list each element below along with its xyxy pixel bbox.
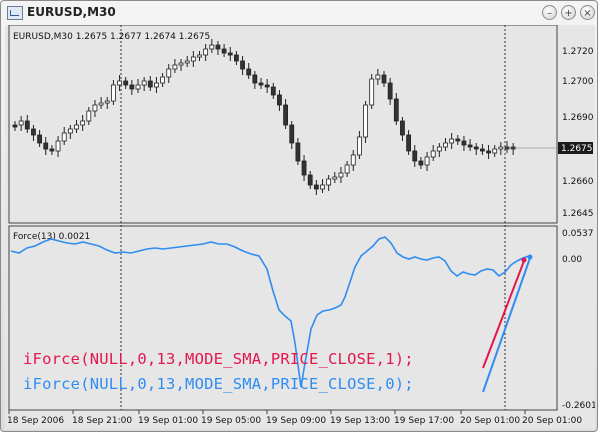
arrow-line1 (482, 260, 525, 369)
arrow-tip-line2 (527, 254, 533, 260)
maximize-button[interactable]: + (561, 5, 576, 20)
minimize-button[interactable]: – (542, 5, 557, 20)
indicator-header: Force(13) 0.0021 (13, 232, 90, 242)
time-label-1: 18 Sep 21:00 (72, 416, 132, 426)
indicator-panel (8, 225, 558, 411)
time-label-6: 19 Sep 17:00 (394, 416, 454, 426)
price-label-2: 1.2700 (562, 77, 594, 87)
force-indicator-line (10, 236, 530, 388)
price-label-top: 1.2720 (562, 47, 594, 57)
time-label-0: 18 Sep 2006 (7, 416, 64, 426)
title-bar[interactable]: EURUSD,M30 – + × (1, 1, 597, 25)
price-label-4: 1.2660 (562, 177, 594, 187)
code-line-shift1: iForce(NULL,0,13,MODE_SMA,PRICE_CLOSE,1)… (23, 350, 414, 368)
code-line-shift0: iForce(NULL,0,13,MODE_SMA,PRICE_CLOSE,0)… (23, 375, 414, 393)
window-title: EURUSD,M30 (27, 5, 116, 19)
time-label-4: 19 Sep 09:00 (266, 416, 326, 426)
chart-svg: EURUSD,M30 1.2675 1.2677 1.2674 1.2675 F… (7, 24, 597, 426)
arrow-line2 (482, 257, 531, 393)
price-panel (8, 24, 558, 224)
time-label-3: 19 Sep 05:00 (201, 416, 261, 426)
chart-area[interactable]: EURUSD,M30 1.2675 1.2677 1.2674 1.2675 F… (5, 24, 597, 429)
force-scale-zero: 0.00 (562, 255, 582, 265)
time-label-7: 20 Sep 01:00 (460, 416, 520, 426)
time-label-5: 19 Sep 13:00 (330, 416, 390, 426)
time-label-2: 19 Sep 01:00 (138, 416, 198, 426)
current-price-label: 1.2675 (561, 144, 593, 154)
chart-window-icon (7, 6, 23, 20)
close-button[interactable]: × (580, 5, 595, 20)
force-scale-bottom: -0.2601 (562, 401, 595, 411)
price-panel-header: EURUSD,M30 1.2675 1.2677 1.2674 1.2675 (13, 32, 210, 42)
price-label-3: 1.2690 (562, 113, 594, 123)
force-scale-top: 0.0537 (562, 229, 594, 239)
candlestick-series (12, 39, 516, 195)
arrow-tip-line1 (521, 257, 527, 263)
current-price-marker (558, 142, 593, 154)
time-label-8: 20 Sep 01:00 (522, 416, 582, 426)
price-label-bottom: 1.2645 (562, 209, 594, 219)
time-axis (8, 409, 557, 414)
